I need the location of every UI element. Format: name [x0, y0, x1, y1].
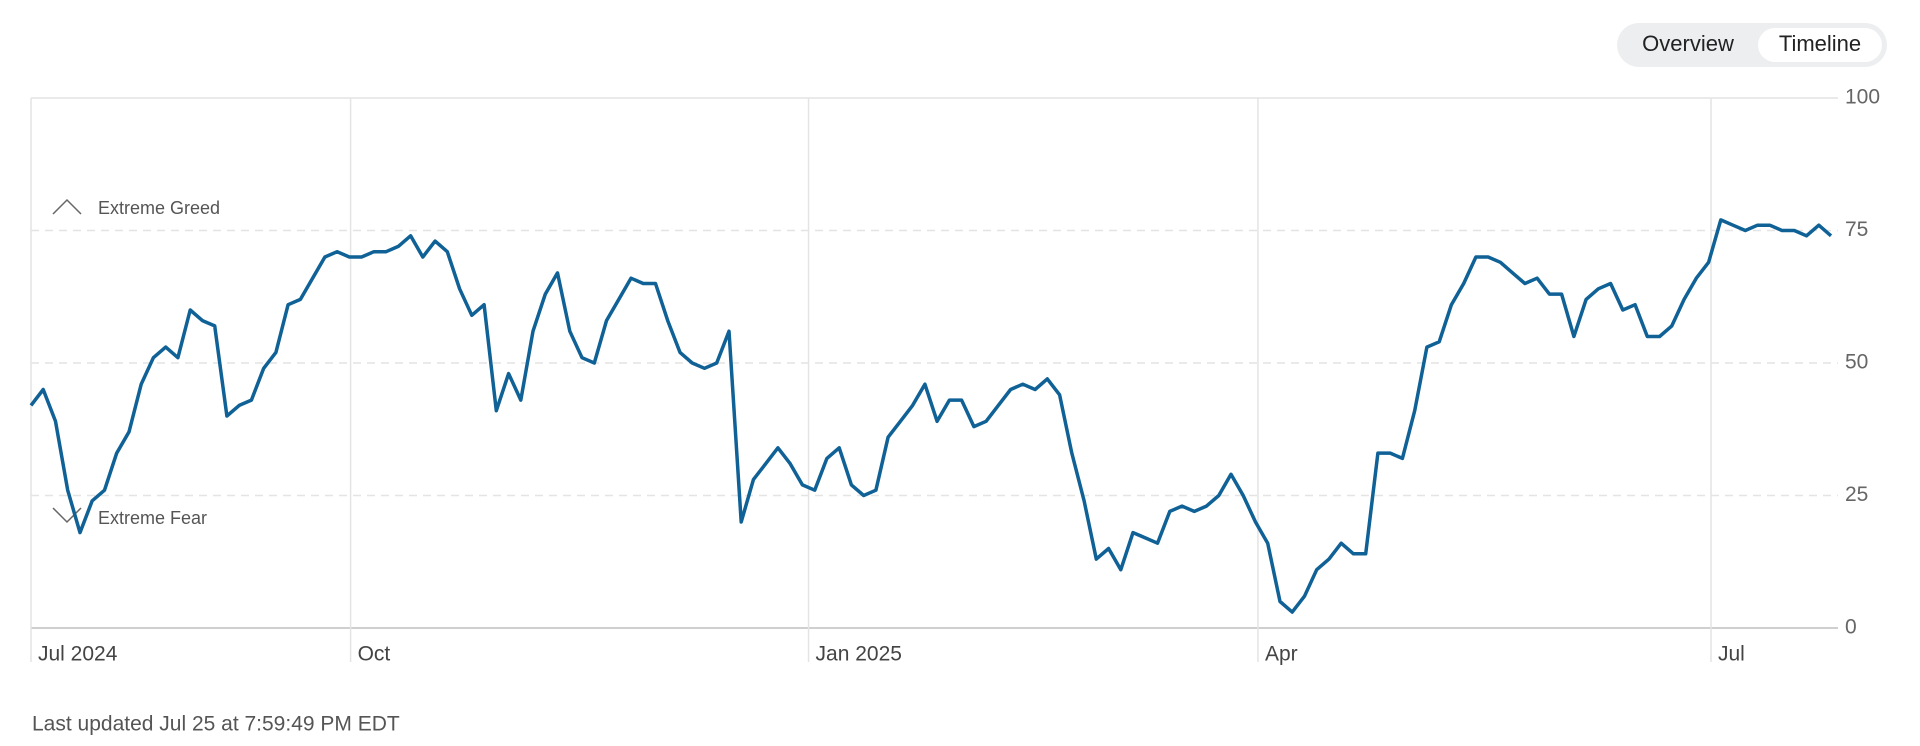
x-tick-label: Oct	[358, 643, 391, 666]
greed-icon	[52, 198, 82, 215]
y-tick-label: 75	[1845, 218, 1868, 241]
y-tick-label: 50	[1845, 351, 1868, 374]
annotation: Extreme Fear	[98, 508, 207, 528]
annotation: Extreme Greed	[98, 198, 220, 218]
y-tick-label: 100	[1845, 86, 1880, 109]
footer: Last updated Jul 25 at 7:59:49 PM EDT	[32, 713, 400, 736]
x-tick-label: Jan 2025	[816, 643, 902, 666]
y-tick-label: 0	[1845, 616, 1857, 639]
timeline-button[interactable]: Timeline	[1779, 31, 1861, 56]
overview-button[interactable]: Overview	[1642, 31, 1734, 56]
x-tick-label: Jul	[1718, 643, 1745, 666]
y-tick-label: 25	[1845, 483, 1868, 506]
fear-icon	[52, 507, 82, 524]
x-tick-label: Apr	[1265, 643, 1298, 666]
data-line	[29, 218, 1833, 614]
x-tick-label: Jul 2024	[38, 643, 118, 666]
toggle-active	[1758, 28, 1882, 62]
